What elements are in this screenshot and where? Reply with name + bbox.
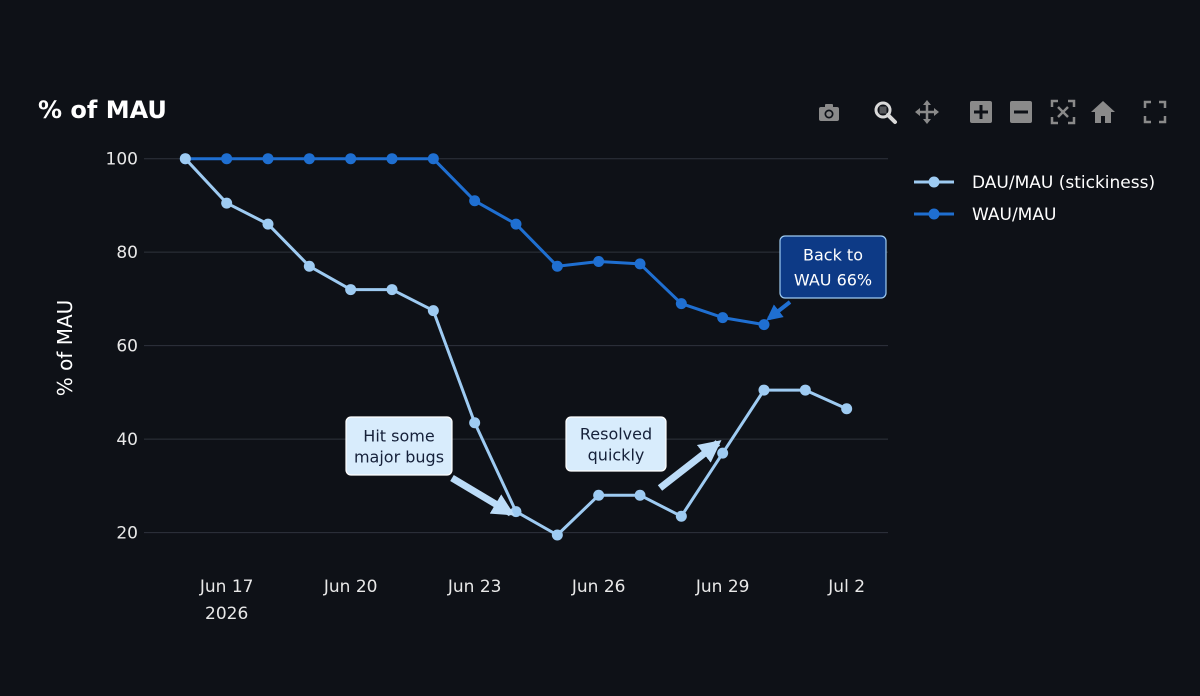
data-point xyxy=(675,510,687,522)
data-point xyxy=(303,260,315,272)
home-button[interactable] xyxy=(1086,96,1120,128)
data-point xyxy=(221,197,233,209)
zoom-button[interactable] xyxy=(868,96,902,128)
x-tick-label: Jun 17 xyxy=(199,577,254,597)
annotation-callout: Resolved quickly xyxy=(565,416,722,491)
annotation-text: major bugs xyxy=(354,448,444,467)
axes: 20 40 60 80 100 Jun 17 2026 Jun 20 Jun 23 Jun 26 J… xyxy=(53,150,865,624)
data-point xyxy=(510,506,522,518)
annotation-text: quickly xyxy=(588,446,645,465)
data-point xyxy=(799,384,811,396)
annotation-arrow xyxy=(766,300,792,321)
legend-label: DAU/MAU (stickiness) xyxy=(972,173,1155,193)
data-point xyxy=(717,447,729,459)
x-tick-label: Jun 26 xyxy=(571,577,626,597)
annotation-box xyxy=(779,235,887,299)
legend-item[interactable]: DAU/MAU (stickiness) xyxy=(914,173,1155,193)
legend-label: WAU/MAU xyxy=(972,205,1056,225)
annotation-text: WAU 66% xyxy=(794,271,872,290)
data-point xyxy=(758,384,770,396)
home-icon xyxy=(1091,101,1115,123)
autoscale-icon xyxy=(1050,99,1076,125)
y-tick-label: 20 xyxy=(116,524,138,544)
series-line-0 xyxy=(184,157,848,537)
data-point xyxy=(345,284,357,296)
data-point xyxy=(634,489,646,501)
camera-button[interactable] xyxy=(812,96,846,128)
y-tick-label: 40 xyxy=(116,430,138,450)
series-lines xyxy=(179,153,853,541)
data-point xyxy=(262,153,274,165)
grid-lines xyxy=(144,158,888,534)
data-point xyxy=(593,256,605,268)
modebar-toolbar xyxy=(812,96,1172,128)
annotation-arrow xyxy=(657,440,722,491)
data-point xyxy=(675,298,687,310)
data-point xyxy=(427,305,439,317)
data-point xyxy=(179,153,191,165)
data-point xyxy=(303,153,315,165)
fullscreen-button[interactable] xyxy=(1138,96,1172,128)
camera-icon xyxy=(819,104,839,121)
annotation-arrow xyxy=(450,474,515,517)
annotations: Hit some major bugs Resolved quickly Back to… xyxy=(345,235,887,517)
zoom-out-icon xyxy=(1010,101,1032,123)
data-point xyxy=(469,417,481,429)
zoom-in-icon xyxy=(970,101,992,123)
data-point xyxy=(717,312,729,324)
x-tick-label: Jun 29 xyxy=(695,577,750,597)
annotation-callout: Back to WAU 66% xyxy=(766,235,887,321)
data-point xyxy=(469,195,481,207)
fullscreen-icon xyxy=(1143,100,1167,124)
annotation-box xyxy=(565,416,667,472)
page-title: % of MAU xyxy=(38,96,167,124)
legend-swatch-marker xyxy=(928,208,940,220)
legend-swatch-marker xyxy=(928,176,940,188)
data-point xyxy=(345,153,357,165)
zoom-icon xyxy=(874,101,897,124)
annotation-callout: Hit some major bugs xyxy=(345,416,515,517)
data-point xyxy=(221,153,233,165)
y-axis-title: % of MAU xyxy=(53,300,77,397)
data-point xyxy=(510,218,522,230)
x-tick-label: Jun 20 xyxy=(323,577,378,597)
pan-icon xyxy=(915,100,939,124)
zoom-out-button[interactable] xyxy=(1004,96,1038,128)
autoscale-button[interactable] xyxy=(1046,96,1080,128)
data-point xyxy=(634,258,646,270)
data-point xyxy=(262,218,274,230)
data-point xyxy=(551,529,563,541)
data-point xyxy=(758,319,770,331)
data-point xyxy=(386,153,398,165)
legend-item[interactable]: WAU/MAU xyxy=(914,205,1056,225)
data-point xyxy=(841,403,853,415)
data-point xyxy=(593,489,605,501)
x-tick-sublabel: 2026 xyxy=(205,604,248,624)
annotation-box xyxy=(345,416,453,476)
zoom-in-button[interactable] xyxy=(964,96,998,128)
data-point xyxy=(427,153,439,165)
data-point xyxy=(386,284,398,296)
y-tick-label: 60 xyxy=(116,337,138,357)
annotation-text: Back to xyxy=(803,246,863,265)
pan-button[interactable] xyxy=(910,96,944,128)
y-tick-label: 80 xyxy=(116,243,138,263)
annotation-text: Resolved xyxy=(580,425,652,444)
series-line-1 xyxy=(185,157,765,327)
data-point xyxy=(551,260,563,272)
y-tick-label: 100 xyxy=(106,150,138,170)
x-tick-label: Jul 2 xyxy=(827,577,865,597)
x-tick-label: Jun 23 xyxy=(447,577,502,597)
annotation-text: Hit some xyxy=(363,427,434,446)
legend: DAU/MAU (stickiness) WAU/MAU xyxy=(914,173,1155,225)
